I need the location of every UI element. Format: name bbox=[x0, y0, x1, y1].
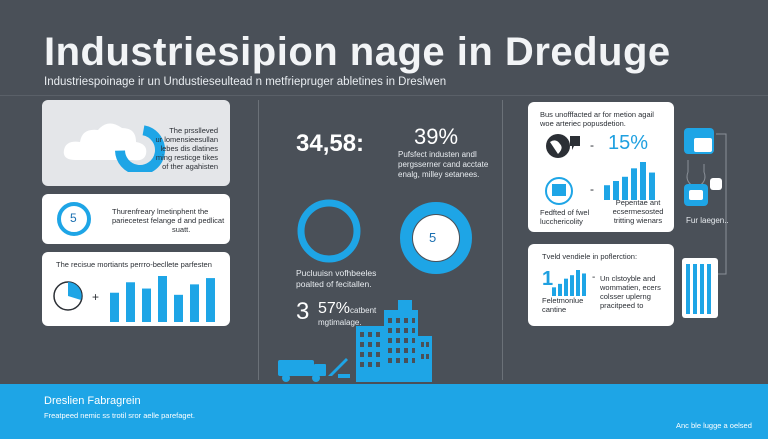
bar-card: The recisue mortiants perrro-becllete pa… bbox=[42, 252, 230, 326]
info-caption-2: Pepentae ant ecsermesosted tritting wien… bbox=[606, 198, 670, 225]
info-card-line: woe arteriec popusdetion. bbox=[540, 119, 626, 128]
cloud-card-line: ur lomensieesullan bbox=[155, 135, 218, 144]
bar-chart bbox=[110, 276, 215, 322]
cloud-card-line: lebes dis dlatines bbox=[160, 144, 218, 153]
stat3-suffix: catbent bbox=[350, 306, 377, 315]
cloud-card-text: The prsslleved ur lomensieesullan lebes … bbox=[154, 126, 218, 171]
bar bbox=[190, 284, 199, 322]
stat-description: Pufsfect industen andl pergsserner cand … bbox=[398, 150, 488, 180]
bar bbox=[576, 270, 580, 296]
donut-chart bbox=[400, 202, 472, 274]
bar bbox=[158, 276, 167, 322]
info-card2-right: Un clstoyble and wommatien, ecers colsse… bbox=[600, 274, 661, 310]
info-card2-line: Un clstoyble and bbox=[600, 274, 656, 283]
ring-number: 5 bbox=[70, 211, 77, 225]
document-icon bbox=[545, 177, 573, 205]
info-percent: 15% bbox=[608, 132, 649, 154]
info-bar-chart bbox=[604, 162, 655, 200]
info-card2-title: Tveld vendiele in poflerction: bbox=[542, 252, 638, 261]
dash-separator-2: - bbox=[590, 182, 594, 196]
stat3-number: 3 bbox=[296, 298, 310, 325]
bar bbox=[570, 275, 574, 296]
cloud-card-line: of ther agahisten bbox=[162, 162, 218, 171]
bar bbox=[613, 181, 619, 200]
stat-percent: 39% bbox=[414, 124, 459, 149]
bar bbox=[640, 162, 646, 200]
globe-chat-icon bbox=[546, 134, 580, 158]
cloud-card: The prsslleved ur lomensieesullan lebes … bbox=[42, 100, 230, 186]
bar bbox=[631, 168, 637, 200]
divider-left bbox=[258, 100, 259, 380]
info-caption: Fedfted of fwel lucchericolity bbox=[540, 208, 589, 226]
page-title: Industriesipion nage in Dreduge bbox=[44, 30, 671, 74]
ring-chart bbox=[297, 199, 361, 263]
ring-card-text: Thurenfreary lmetinphent the pariecetest… bbox=[112, 207, 224, 234]
ring-card-line: Thurenfreary lmetinphent the bbox=[112, 207, 209, 216]
bar bbox=[206, 278, 215, 322]
donut-number: 5 bbox=[429, 230, 437, 245]
footer-band bbox=[0, 384, 768, 439]
bar bbox=[622, 176, 628, 200]
info-caption-line: Fedfted of fwel bbox=[540, 208, 590, 217]
mini-bar-chart bbox=[552, 270, 586, 296]
chart-caption-line: poalted of fecitallen. bbox=[296, 279, 372, 289]
info-card2-line: cantine bbox=[542, 305, 567, 314]
cloud-card-line: The prsslleved bbox=[169, 126, 218, 135]
stat-description-line: Pufsfect industen andl bbox=[398, 150, 477, 159]
stat3-line: mgtimalage. bbox=[318, 318, 362, 327]
ring-icon bbox=[57, 202, 91, 236]
city-illustration bbox=[278, 300, 432, 382]
page-subtitle: Industriespoinage ir un Undustieseultead… bbox=[44, 76, 447, 88]
info-caption-line: lucchericolity bbox=[540, 217, 583, 226]
plus-sign: + bbox=[92, 290, 100, 304]
bar bbox=[582, 273, 586, 296]
ring-card-line: pariecetest felange d and pedlicat bbox=[112, 216, 225, 225]
dash-separator: - bbox=[590, 138, 594, 152]
info-caption-line: ecsermesosted bbox=[612, 207, 664, 216]
side-icons bbox=[682, 128, 727, 318]
bar bbox=[110, 292, 119, 322]
bar bbox=[604, 185, 610, 200]
bar bbox=[126, 282, 135, 322]
bar bbox=[564, 278, 568, 296]
info-card2-left: Feletmonlue cantine bbox=[542, 296, 583, 314]
cloud-card-line: ming resticge tikes bbox=[155, 153, 218, 162]
footer-subtitle: Freatpeed nemic ss trotil sror aelle par… bbox=[44, 411, 195, 420]
info-card2-line: Feletmonlue bbox=[542, 296, 584, 305]
info-card-text: Bus unofffacted ar for metion agail woe … bbox=[540, 110, 654, 128]
bar bbox=[649, 172, 655, 200]
footer-title: Dreslien Fabragrein bbox=[44, 395, 141, 407]
info-card2-line: wommatien, ecers bbox=[600, 283, 661, 292]
footer-note: Anc ble lugge a oelsed bbox=[676, 421, 752, 430]
info-caption-line: Pepentae ant bbox=[615, 198, 661, 207]
info-card-bottom: Tveld vendiele in poflerction: 1 - Felet… bbox=[528, 244, 674, 326]
stat3-percent: 57% bbox=[318, 300, 351, 317]
info-caption-line: tritting wienars bbox=[613, 216, 663, 225]
chart-caption-line: Pucluuisn vofhbeeles bbox=[296, 268, 377, 278]
chart-caption: Pucluuisn vofhbeeles poalted of fecitall… bbox=[296, 268, 376, 290]
bar-card-text: The recisue mortiants perrro-becllete pa… bbox=[56, 260, 212, 269]
info-card2-number: 1 bbox=[542, 268, 554, 290]
info-card-top: Bus unofffacted ar for metion agail woe … bbox=[528, 102, 674, 232]
bar bbox=[558, 283, 562, 296]
header-divider bbox=[0, 95, 768, 96]
pie-chart-icon bbox=[53, 281, 83, 311]
info-card-line: Bus unofffacted ar for metion agail bbox=[540, 110, 654, 119]
bar bbox=[174, 294, 183, 322]
ring-card: 5 Thurenfreary lmetinphent the pariecete… bbox=[42, 194, 230, 244]
ring-card-line: suatt. bbox=[172, 225, 191, 234]
bar bbox=[142, 288, 151, 322]
divider-right bbox=[502, 100, 503, 380]
info-card2-line: colsser uplerng bbox=[600, 292, 651, 301]
info-card2-line: pracitpeed to bbox=[600, 301, 644, 310]
stat-description-line: pergsserner cand acctate bbox=[398, 160, 489, 169]
dash-separator-3: - bbox=[592, 272, 596, 283]
stat-description-line: enalg, milley setanees. bbox=[398, 170, 480, 179]
stat-number: 34,58: bbox=[296, 130, 365, 157]
cloud-icon bbox=[63, 123, 165, 172]
side-label: Fur laegen.. bbox=[686, 216, 729, 225]
bar bbox=[552, 287, 556, 296]
